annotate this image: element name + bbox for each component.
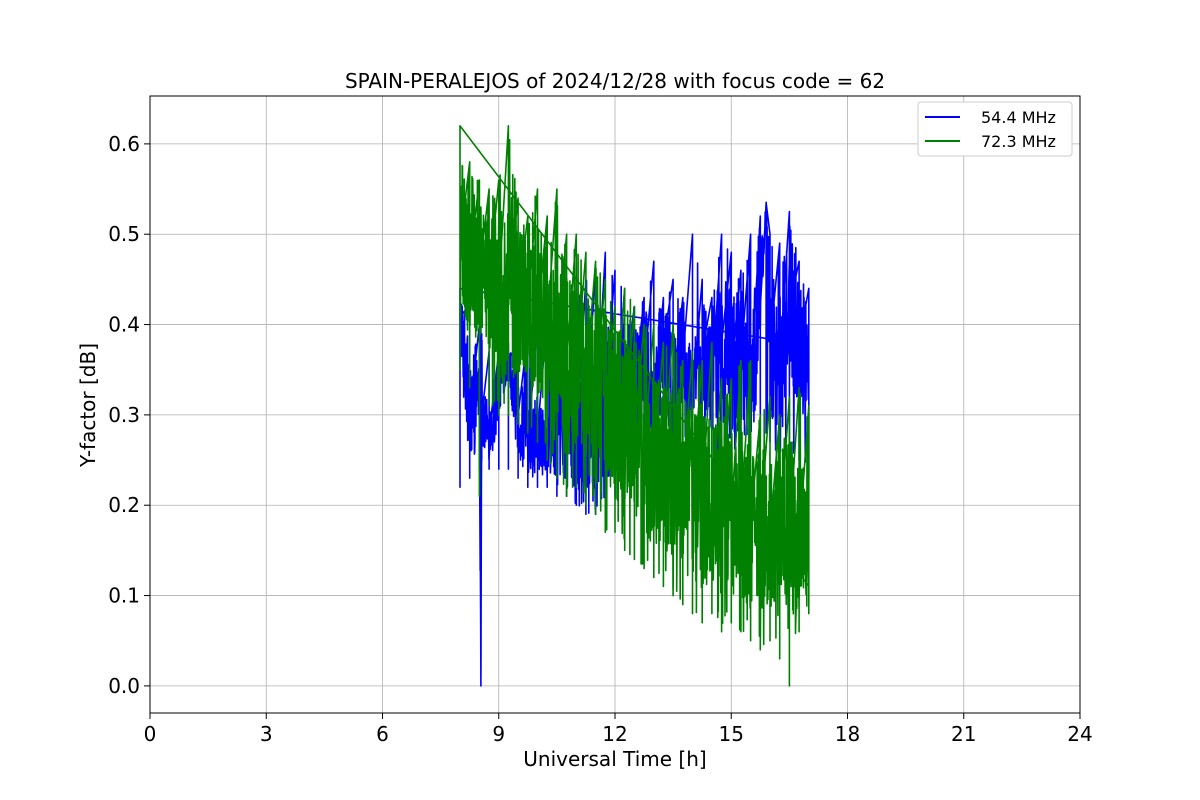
x-tick-label: 0 (144, 722, 157, 746)
y-tick-label: 0.3 (108, 403, 140, 427)
y-axis-label: Y-factor [dB] (76, 343, 100, 468)
legend: 54.4 MHz 72.3 MHz (917, 101, 1073, 157)
series-layer (459, 125, 810, 687)
chart-title: SPAIN-PERALEJOS of 2024/12/28 with focus… (345, 69, 885, 93)
y-tick-label: 0.6 (108, 132, 140, 156)
legend-label-54-4-mhz: 54.4 MHz (981, 108, 1056, 127)
x-tick-label: 15 (719, 722, 744, 746)
x-tick-label: 9 (492, 722, 505, 746)
series-line-72-3-mhz (459, 125, 810, 687)
legend-box (917, 101, 1073, 157)
x-tick-label: 6 (376, 722, 389, 746)
legend-label-72-3-mhz: 72.3 MHz (981, 132, 1056, 151)
x-tick-label: 18 (835, 722, 860, 746)
y-tick-label: 0.1 (108, 584, 140, 608)
x-axis-label: Universal Time [h] (523, 747, 706, 771)
x-tick-label: 21 (951, 722, 976, 746)
y-axis-ticks: 0.0 0.1 0.2 0.3 0.4 0.5 0.6 (108, 132, 150, 698)
y-tick-label: 0.4 (108, 313, 140, 337)
x-axis-ticks: 0 3 6 9 12 15 18 21 24 (144, 713, 1093, 746)
x-tick-label: 24 (1067, 722, 1092, 746)
x-tick-label: 3 (260, 722, 273, 746)
y-tick-label: 0.0 (108, 674, 140, 698)
y-tick-label: 0.2 (108, 493, 140, 517)
y-tick-label: 0.5 (108, 222, 140, 246)
x-tick-label: 12 (602, 722, 627, 746)
